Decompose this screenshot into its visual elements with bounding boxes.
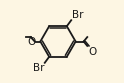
Text: Br: Br: [72, 10, 83, 20]
Text: O: O: [88, 47, 96, 57]
Text: Br: Br: [33, 63, 44, 73]
Text: O: O: [27, 37, 36, 46]
